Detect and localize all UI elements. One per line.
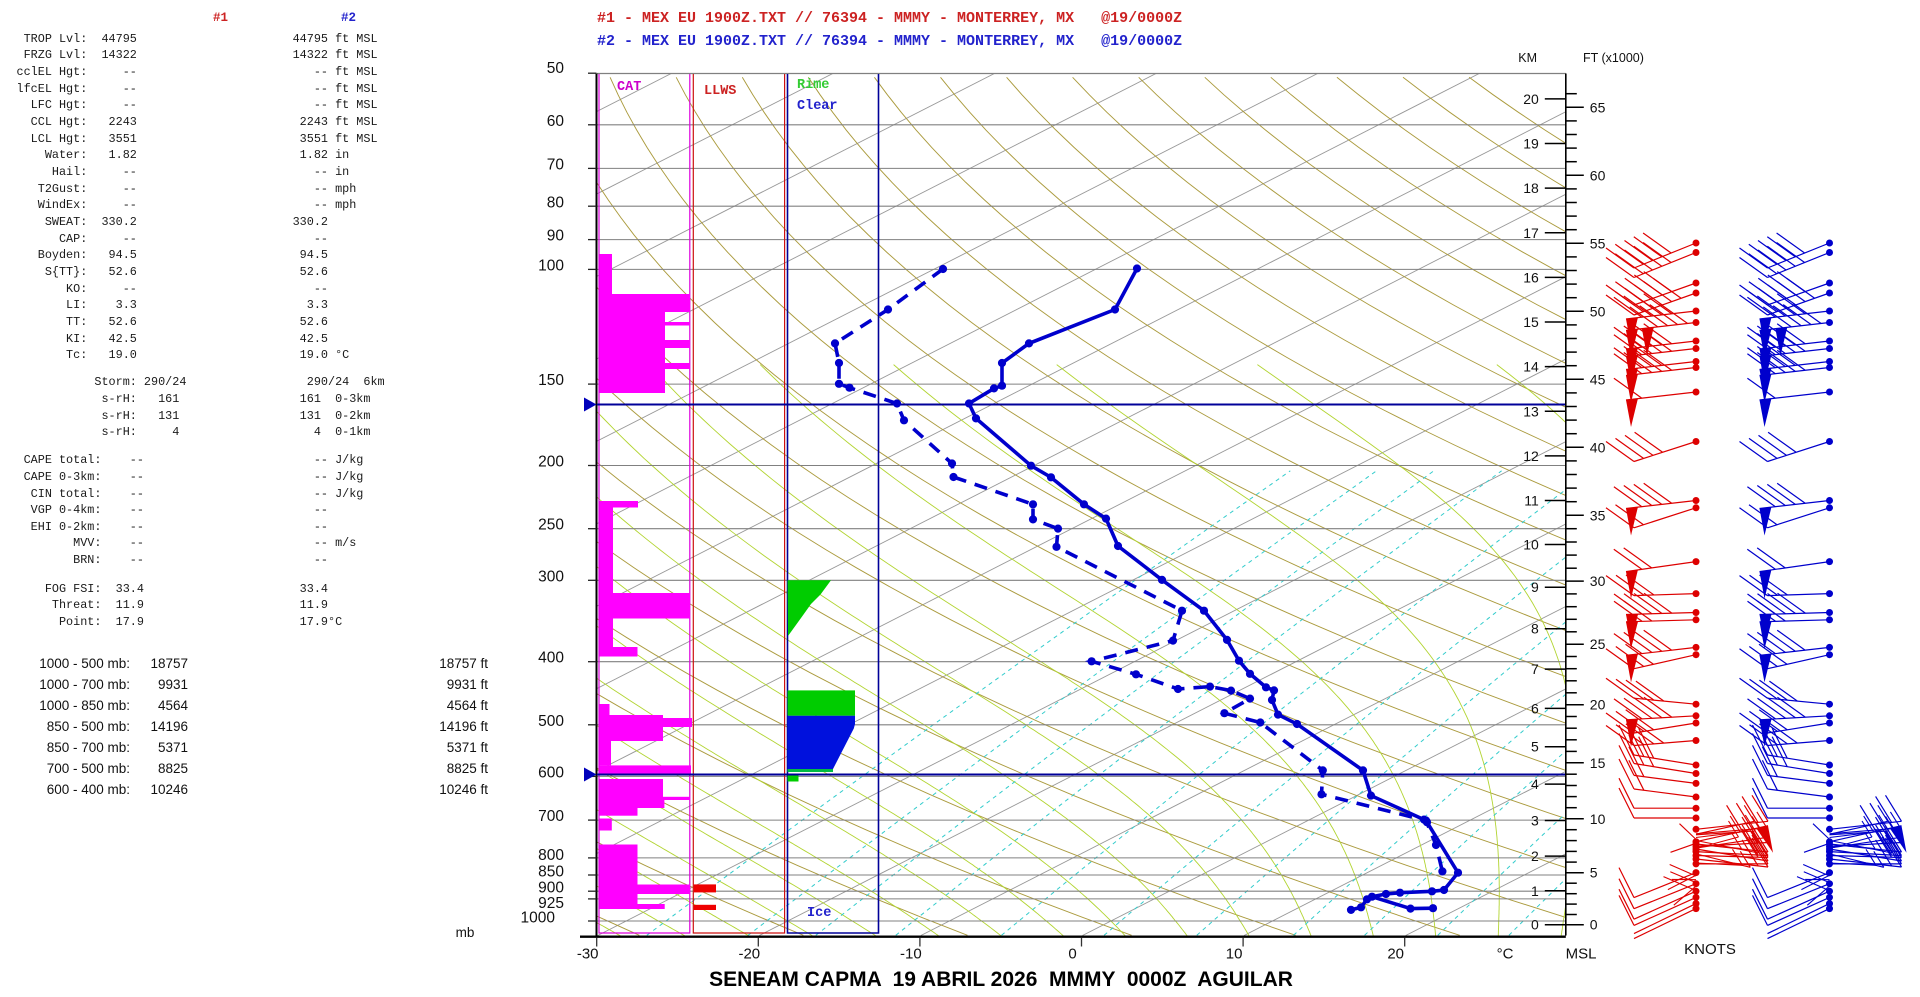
svg-text:500: 500 (538, 713, 564, 730)
svg-text:50: 50 (1590, 303, 1606, 319)
svg-text:80: 80 (547, 194, 565, 211)
svg-text:60: 60 (547, 113, 565, 130)
svg-text:800: 800 (538, 847, 564, 864)
svg-text:19: 19 (1523, 136, 1539, 152)
svg-text:10: 10 (1523, 537, 1539, 553)
svg-text:50: 50 (547, 60, 565, 77)
svg-text:90: 90 (547, 228, 565, 245)
svg-text:14: 14 (1523, 359, 1539, 375)
svg-text:#2 - MEX EU 1900Z.TXT // 76394: #2 - MEX EU 1900Z.TXT // 76394 - MMMY - … (597, 33, 1182, 50)
svg-text:9: 9 (1531, 579, 1539, 595)
svg-text:#1 - MEX EU 1900Z.TXT // 76394: #1 - MEX EU 1900Z.TXT // 76394 - MMMY - … (597, 10, 1182, 27)
svg-text:Clear: Clear (797, 99, 838, 114)
svg-text:FT (x1000): FT (x1000) (1583, 51, 1644, 65)
svg-text:°C: °C (1497, 946, 1514, 963)
svg-text:900: 900 (538, 879, 564, 896)
svg-text:700: 700 (538, 808, 564, 825)
svg-text:65: 65 (1590, 99, 1606, 115)
svg-text:60: 60 (1590, 167, 1606, 183)
svg-text:200: 200 (538, 454, 564, 471)
svg-text:-20: -20 (738, 946, 760, 963)
svg-text:6: 6 (1531, 700, 1539, 716)
svg-text:4: 4 (1531, 776, 1539, 792)
svg-text:16: 16 (1523, 269, 1539, 285)
svg-text:250: 250 (538, 517, 564, 534)
svg-text:-10: -10 (900, 946, 922, 963)
svg-text:40: 40 (1590, 439, 1606, 455)
svg-text:-30: -30 (577, 946, 599, 963)
svg-text:1000: 1000 (521, 910, 556, 927)
svg-text:12: 12 (1523, 448, 1539, 464)
svg-text:10: 10 (1590, 811, 1606, 827)
svg-text:15: 15 (1523, 314, 1539, 330)
svg-text:20: 20 (1387, 946, 1404, 963)
svg-text:55: 55 (1590, 235, 1606, 251)
svg-text:10: 10 (1226, 946, 1243, 963)
svg-text:Ice: Ice (807, 906, 831, 921)
svg-text:7: 7 (1531, 661, 1539, 677)
svg-text:MSL: MSL (1566, 946, 1597, 963)
svg-text:17: 17 (1523, 225, 1539, 241)
svg-text:150: 150 (538, 372, 564, 389)
svg-text:1: 1 (1531, 883, 1539, 899)
svg-text:100: 100 (538, 258, 564, 275)
svg-text:25: 25 (1590, 636, 1606, 652)
svg-text:600: 600 (538, 764, 564, 781)
svg-text:45: 45 (1590, 371, 1606, 387)
svg-text:400: 400 (538, 650, 564, 667)
svg-text:LLWS: LLWS (704, 84, 736, 99)
svg-text:mb: mb (456, 925, 475, 940)
svg-text:#2: #2 (341, 11, 356, 25)
svg-text:15: 15 (1590, 755, 1606, 771)
svg-text:3: 3 (1531, 813, 1539, 829)
svg-text:850: 850 (538, 864, 564, 881)
svg-text:SENEAM CAPMA 19 ABRIL 2026 M: SENEAM CAPMA 19 ABRIL 2026 MMMY 0000Z AG… (709, 968, 1293, 991)
svg-text:30: 30 (1590, 573, 1606, 589)
svg-text:300: 300 (538, 568, 564, 585)
svg-text:2: 2 (1531, 848, 1539, 864)
svg-text:5: 5 (1531, 739, 1539, 755)
svg-text:0: 0 (1068, 946, 1076, 963)
svg-text:0: 0 (1531, 917, 1539, 933)
svg-text:70: 70 (547, 157, 565, 174)
svg-text:5: 5 (1590, 865, 1598, 881)
svg-text:35: 35 (1590, 507, 1606, 523)
svg-text:20: 20 (1590, 697, 1606, 713)
svg-text:Rime: Rime (797, 78, 829, 93)
svg-text:0: 0 (1590, 917, 1598, 933)
svg-text:18: 18 (1523, 180, 1539, 196)
svg-text:11: 11 (1524, 493, 1539, 509)
svg-text:KM: KM (1518, 51, 1537, 65)
svg-text:CAT: CAT (617, 80, 641, 95)
svg-text:20: 20 (1523, 91, 1539, 107)
svg-text:KNOTS: KNOTS (1684, 941, 1736, 958)
svg-text:13: 13 (1523, 403, 1539, 419)
svg-text:#1: #1 (213, 11, 228, 25)
svg-text:8: 8 (1531, 621, 1539, 637)
svg-text:925: 925 (538, 895, 564, 912)
